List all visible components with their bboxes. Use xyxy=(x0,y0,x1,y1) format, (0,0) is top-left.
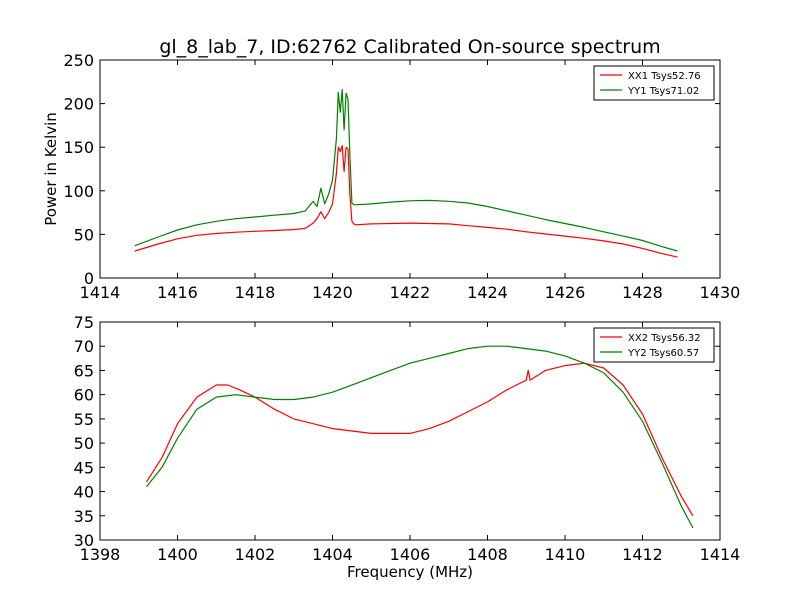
bottom-series-layer xyxy=(145,345,694,529)
x-tick-label: 1406 xyxy=(390,545,431,564)
x-tick-label: 1410 xyxy=(545,545,586,564)
x-tick-label: 1402 xyxy=(235,545,276,564)
y-tick-label: 70 xyxy=(74,337,94,356)
x-axis-label: Frequency (MHz) xyxy=(347,563,473,581)
x-tick-label: 1420 xyxy=(312,283,353,302)
top-legend: XX1 Tsys52.76 YY1 Tsys71.02 xyxy=(593,65,715,101)
y-tick-label: 0 xyxy=(84,269,94,288)
x-tick-label: 1414 xyxy=(80,283,121,302)
legend-box xyxy=(593,65,715,101)
bottom-ticks-layer: 1398 1400 1402 1404 1406 1408 1410 1412 1414 30 35… xyxy=(74,313,741,564)
legend-box xyxy=(593,327,715,363)
y-tick-label: 30 xyxy=(74,531,94,550)
y-tick-label: 200 xyxy=(63,95,94,114)
y-tick-label: 150 xyxy=(63,138,94,157)
series-line-yy-panel-2 xyxy=(146,345,694,529)
bottom-legend: XX2 Tsys56.32 YY2 Tsys60.57 xyxy=(593,327,715,363)
y-tick-label: 50 xyxy=(74,434,94,453)
chart-title: gl_8_lab_7, ID:62762 Calibrated On-sourc… xyxy=(159,36,660,58)
y-tick-label: 65 xyxy=(74,361,94,380)
top-y-axis-label: Power in Kelvin xyxy=(42,112,60,226)
y-tick-label: 100 xyxy=(63,182,94,201)
y-tick-label: 45 xyxy=(74,458,94,477)
x-tick-label: 1398 xyxy=(80,545,121,564)
legend-label: XX1 Tsys52.76 xyxy=(628,71,701,82)
y-tick-label: 75 xyxy=(74,313,94,332)
series-line-yy-panel-1 xyxy=(134,88,678,252)
y-tick-label: 55 xyxy=(74,410,94,429)
legend-label: YY2 Tsys60.57 xyxy=(627,348,699,359)
x-tick-label: 1414 xyxy=(700,545,741,564)
y-tick-label: 40 xyxy=(74,483,94,502)
y-tick-label: 50 xyxy=(74,225,94,244)
x-tick-label: 1408 xyxy=(467,545,508,564)
legend-label: YY1 Tsys71.02 xyxy=(627,86,699,97)
y-tick-label: 60 xyxy=(74,386,94,405)
x-tick-label: 1404 xyxy=(312,545,353,564)
x-tick-label: 1412 xyxy=(622,545,663,564)
x-tick-label: 1428 xyxy=(622,283,663,302)
x-tick-label: 1424 xyxy=(467,283,508,302)
y-tick-label: 250 xyxy=(63,51,94,70)
x-tick-label: 1418 xyxy=(235,283,276,302)
x-tick-label: 1422 xyxy=(390,283,431,302)
y-tick-label: 35 xyxy=(74,507,94,526)
series-line-xx-panel-1 xyxy=(134,144,678,258)
bottom-panel: 1398 1400 1402 1404 1406 1408 1410 1412 1414 30 35… xyxy=(74,313,741,581)
x-tick-label: 1400 xyxy=(157,545,198,564)
top-panel: 1414 1416 1418 1420 1422 1424 1426 1428 1430 0 50 1… xyxy=(42,51,740,302)
top-ticks-layer: 1414 1416 1418 1420 1422 1424 1426 1428 1430 0 50 1… xyxy=(63,51,740,302)
series-line-xx-panel-2 xyxy=(145,362,694,517)
legend-label: XX2 Tsys56.32 xyxy=(628,333,701,344)
x-tick-label: 1430 xyxy=(700,283,741,302)
x-tick-label: 1426 xyxy=(545,283,586,302)
x-tick-label: 1416 xyxy=(157,283,198,302)
top-series-layer xyxy=(134,88,678,258)
